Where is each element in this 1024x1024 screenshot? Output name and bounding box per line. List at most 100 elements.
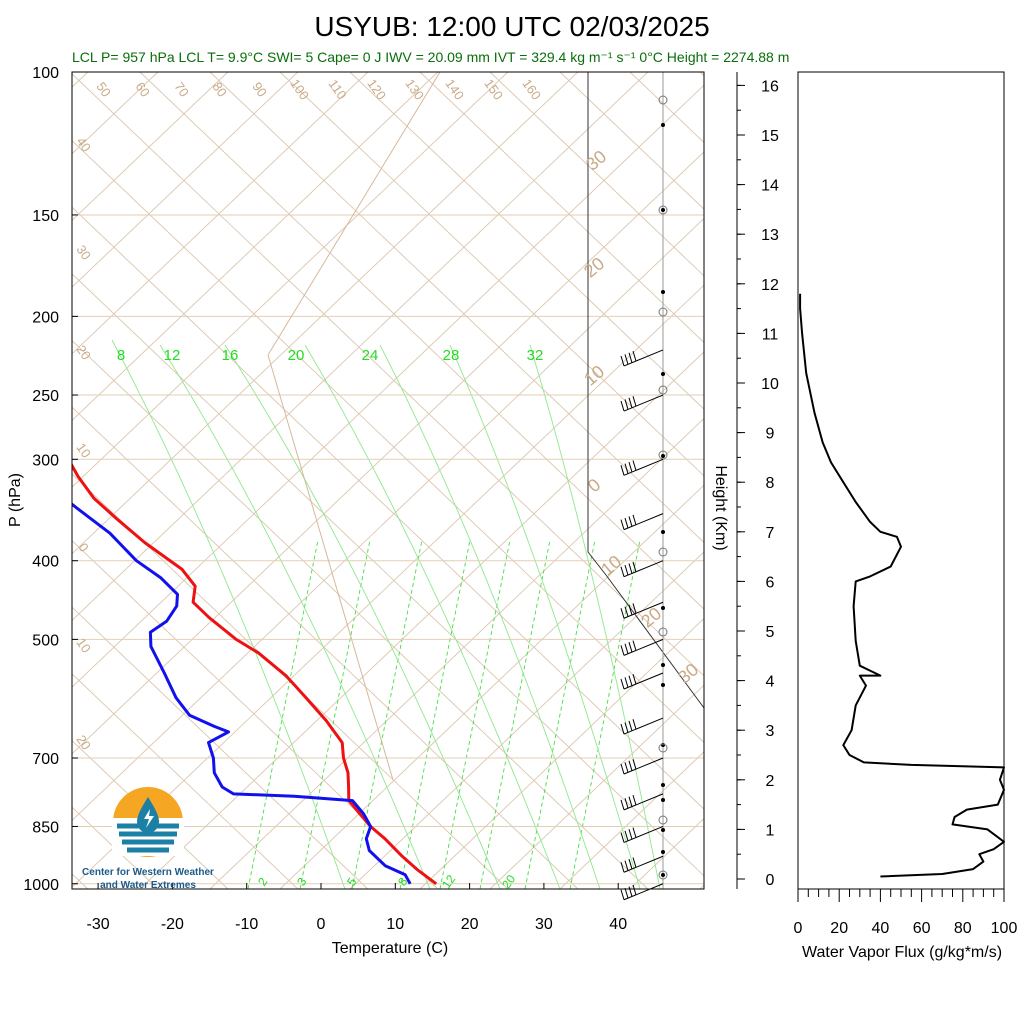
- barb-flag: [628, 796, 633, 807]
- wind-barb: [623, 717, 664, 735]
- barb-flag: [624, 463, 629, 474]
- adiabat-line: [72, 206, 704, 810]
- y-tick-label: 850: [32, 819, 59, 836]
- barb-flag: [620, 832, 625, 843]
- height-tick-label: 15: [761, 128, 779, 145]
- x-tick-label: 0: [317, 916, 326, 933]
- cw3e-logo: Center for Western Weather and Water Ext…: [82, 787, 214, 891]
- mixing-ratio-label: 24: [362, 347, 379, 364]
- left-edge-label: 0: [75, 540, 91, 555]
- height-tick-label: 10: [761, 376, 779, 393]
- barb-flag: [620, 678, 625, 690]
- barb-flag: [624, 762, 629, 773]
- barb-calm-circle: [658, 205, 668, 215]
- barb-dot: [661, 828, 665, 832]
- barb-calm-circle: [658, 870, 668, 880]
- barb-flag: [632, 827, 637, 838]
- barb-flag: [628, 604, 633, 616]
- barb-calm-circle: [658, 95, 668, 105]
- barb-flag: [632, 640, 637, 651]
- wind-barb: [623, 458, 664, 476]
- isotherm-line: [72, 72, 229, 222]
- right-edge-label: 10: [597, 551, 625, 579]
- adiabat-line: [72, 273, 704, 877]
- barb-dot: [661, 454, 665, 458]
- barb-flag: [628, 858, 633, 870]
- barb-flag: [632, 719, 637, 730]
- mixing-ratio-label: 28: [443, 347, 460, 364]
- mixing-ratio-curve: [529, 344, 661, 889]
- isotherm-line: [72, 72, 649, 622]
- barb-dot: [661, 850, 665, 854]
- barb-dot: [661, 208, 665, 212]
- wind-barb: [623, 513, 664, 531]
- x-tick-label: 40: [609, 916, 627, 933]
- barb-flag: [628, 461, 633, 473]
- height-tick-label: 14: [761, 178, 779, 195]
- adiabat-label: 160: [519, 76, 544, 102]
- mixing-ratio-line: [524, 539, 596, 889]
- adiabat-line: [72, 473, 509, 889]
- mixing-ratio-curve: [449, 344, 641, 889]
- barb-calm-circle: [658, 743, 668, 753]
- mixing-ratio-label: 8: [117, 347, 125, 364]
- adiabat-line: [72, 606, 369, 889]
- adiabat-label: 70: [171, 79, 192, 99]
- wind-barb: [623, 638, 664, 656]
- adiabat-label: 140: [442, 76, 467, 102]
- barb-flag: [620, 763, 625, 775]
- x-axis-label: Temperature (C): [332, 940, 448, 957]
- temperature-profile: [72, 462, 438, 885]
- barb-dot: [661, 663, 665, 667]
- barb-flag: [624, 677, 629, 688]
- left-edge-label: 30: [73, 242, 94, 262]
- barb-flag: [620, 566, 625, 577]
- height-tick-label: 11: [762, 326, 779, 343]
- barb-flag: [632, 351, 637, 362]
- barb-panel-border: [587, 72, 705, 889]
- y-tick-label: 100: [32, 65, 59, 82]
- y-tick-label: 200: [32, 309, 59, 326]
- mixing-ratio-label: 16: [222, 347, 239, 364]
- mixing-ratio-curve: [224, 344, 501, 889]
- barb-flag: [632, 603, 637, 614]
- barb-flag: [620, 862, 625, 873]
- wind-barb: [623, 757, 664, 775]
- y-axis-ticks: 100 150 200 250 300 400 500 700 850 1000: [23, 65, 78, 894]
- y-tick-label: 400: [32, 554, 59, 571]
- height-tick-label: 16: [761, 78, 779, 95]
- barb-flag: [628, 829, 633, 840]
- height-tick-label: 13: [761, 227, 779, 244]
- mixing-ratio-line: [569, 539, 641, 889]
- mixing-ratio-line: [299, 539, 371, 889]
- isotherm-line: [489, 684, 704, 889]
- barb-flag: [632, 759, 637, 770]
- barb-calm-circle: [658, 547, 668, 557]
- height-tick-label: 8: [766, 475, 775, 492]
- flux-x-ticks: 0 20 40 60 80 100: [794, 889, 1018, 937]
- barb-calm-circle: [658, 627, 668, 637]
- barb-flag: [628, 516, 633, 527]
- profiles: [72, 462, 438, 885]
- barb-flag: [624, 888, 629, 899]
- barb-dot: [661, 530, 665, 534]
- barb-flag: [624, 643, 629, 654]
- flux-tick-label: 100: [991, 920, 1018, 937]
- barb-flag: [620, 355, 625, 367]
- barb-flag: [620, 645, 625, 656]
- right-edge-label: 20: [580, 253, 608, 281]
- lightning-icon: [144, 809, 154, 828]
- mixing-ratio-label: 5: [344, 875, 359, 889]
- mixing-ratio-label: 32: [527, 347, 544, 364]
- barb-calm-circle: [658, 385, 668, 395]
- flux-line: [799, 293, 1005, 878]
- barb-calm-circle: [658, 307, 668, 317]
- wind-barbs: [620, 72, 668, 901]
- flux-tick-label: 40: [872, 920, 890, 937]
- mixing-ratio-label: 8: [395, 875, 410, 889]
- left-edge-label: 10: [73, 440, 94, 460]
- isotherm-line: [559, 751, 704, 889]
- barb-flag: [620, 519, 625, 530]
- adiabat-label: 110: [326, 77, 350, 103]
